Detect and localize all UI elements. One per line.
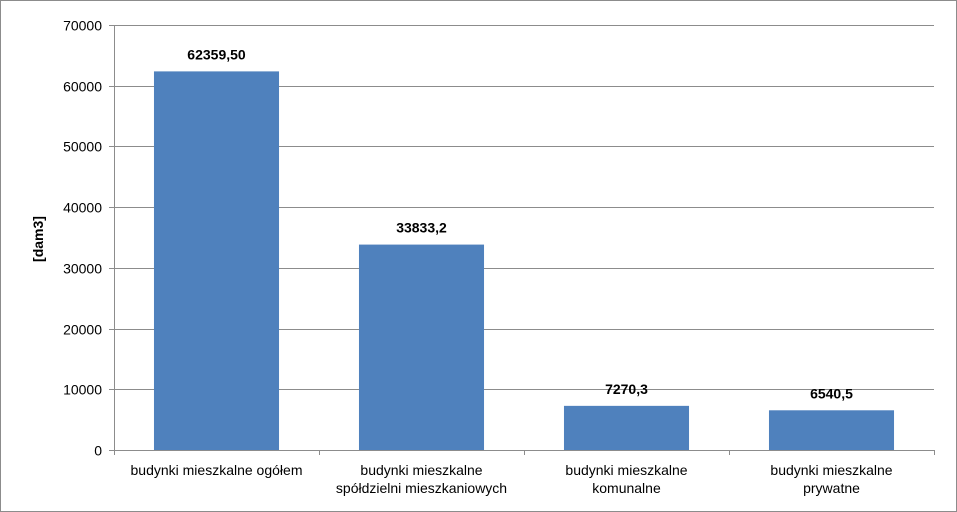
axes [109, 25, 935, 455]
y-tick-label: 20000 [63, 322, 102, 338]
bar [768, 410, 895, 450]
y-tick-label: 10000 [63, 382, 102, 398]
category-label: budynki mieszkalne [770, 462, 892, 478]
category-label: spółdzielni mieszkaniowych [336, 480, 507, 496]
bar [358, 244, 485, 450]
y-axis-title: [dam3] [30, 216, 46, 262]
y-tick-labels: 0 10000 20000 30000 40000 50000 60000 70000 [63, 18, 102, 459]
y-tick-label: 40000 [63, 200, 102, 216]
y-tick-label: 0 [94, 443, 102, 459]
data-label: 33833,2 [396, 220, 447, 236]
y-tick-label: 60000 [63, 79, 102, 95]
data-label: 6540,5 [810, 385, 853, 401]
bar [563, 405, 690, 450]
y-tick-label: 70000 [63, 18, 102, 34]
y-tick-label: 30000 [63, 261, 102, 277]
category-label: budynki mieszkalne [565, 462, 687, 478]
category-label: budynki mieszkalne [360, 462, 482, 478]
category-label: komunalne [592, 480, 661, 496]
category-label: prywatne [803, 480, 860, 496]
bars [153, 71, 895, 451]
data-label: 7270,3 [605, 381, 648, 397]
data-label: 62359,50 [187, 46, 246, 62]
data-labels: 62359,50 33833,2 7270,3 6540,5 [187, 46, 853, 401]
y-tick-label: 50000 [63, 139, 102, 155]
bar [153, 71, 280, 451]
category-label: budynki mieszkalne ogółem [131, 462, 303, 478]
category-labels: budynki mieszkalne ogółem budynki mieszka… [131, 462, 893, 496]
